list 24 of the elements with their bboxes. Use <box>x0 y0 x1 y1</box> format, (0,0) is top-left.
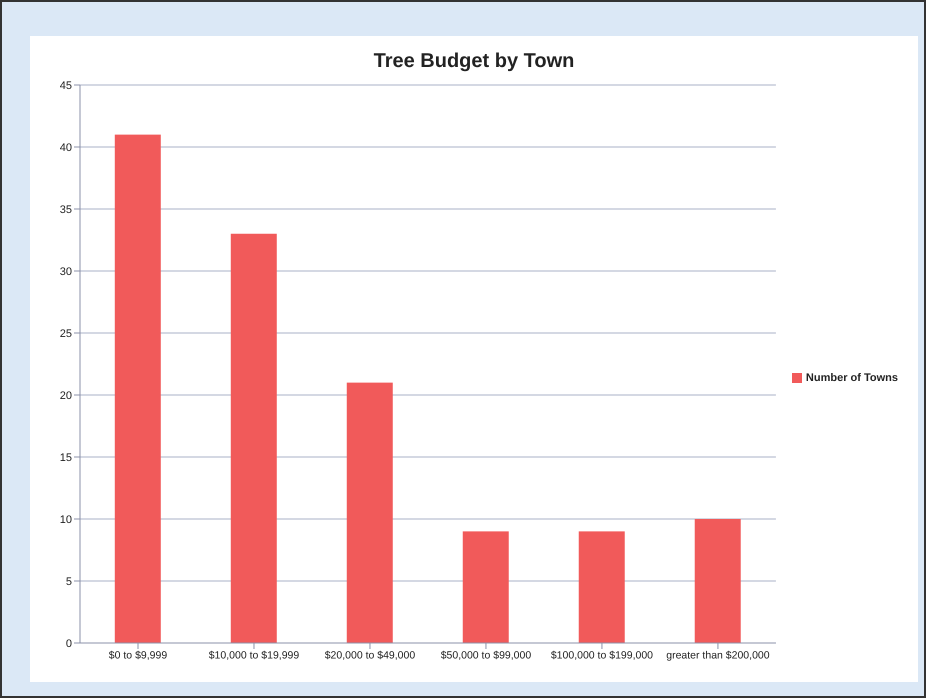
y-tick-label: 10 <box>60 514 72 526</box>
bar <box>114 134 161 643</box>
y-tick-label: 5 <box>66 576 72 588</box>
y-tick-label: 35 <box>60 204 72 216</box>
y-tick-label: 15 <box>60 452 72 464</box>
chart-title: Tree Budget by Town <box>372 50 576 73</box>
x-tick-label: $100,000 to $199,000 <box>550 649 654 662</box>
x-tick-label: $0 to $9,999 <box>108 649 168 662</box>
bar <box>694 519 741 643</box>
bar <box>230 234 277 643</box>
y-tick-label: 45 <box>60 80 72 92</box>
y-tick-label: 20 <box>60 390 72 402</box>
bar <box>462 531 509 643</box>
bar <box>346 382 393 643</box>
y-tick-label: 0 <box>66 638 72 650</box>
x-tick-label: greater than $200,000 <box>666 649 770 662</box>
y-tick-label: 40 <box>60 142 72 154</box>
bar <box>578 531 625 643</box>
legend-label: Number of Towns <box>806 372 898 384</box>
x-tick-label: $20,000 to $49,000 <box>324 649 416 662</box>
y-tick-label: 25 <box>60 328 72 340</box>
x-tick-label: $50,000 to $99,000 <box>440 649 532 662</box>
x-tick-label: $10,000 to $19,999 <box>208 649 300 662</box>
y-tick-label: 30 <box>60 266 72 278</box>
